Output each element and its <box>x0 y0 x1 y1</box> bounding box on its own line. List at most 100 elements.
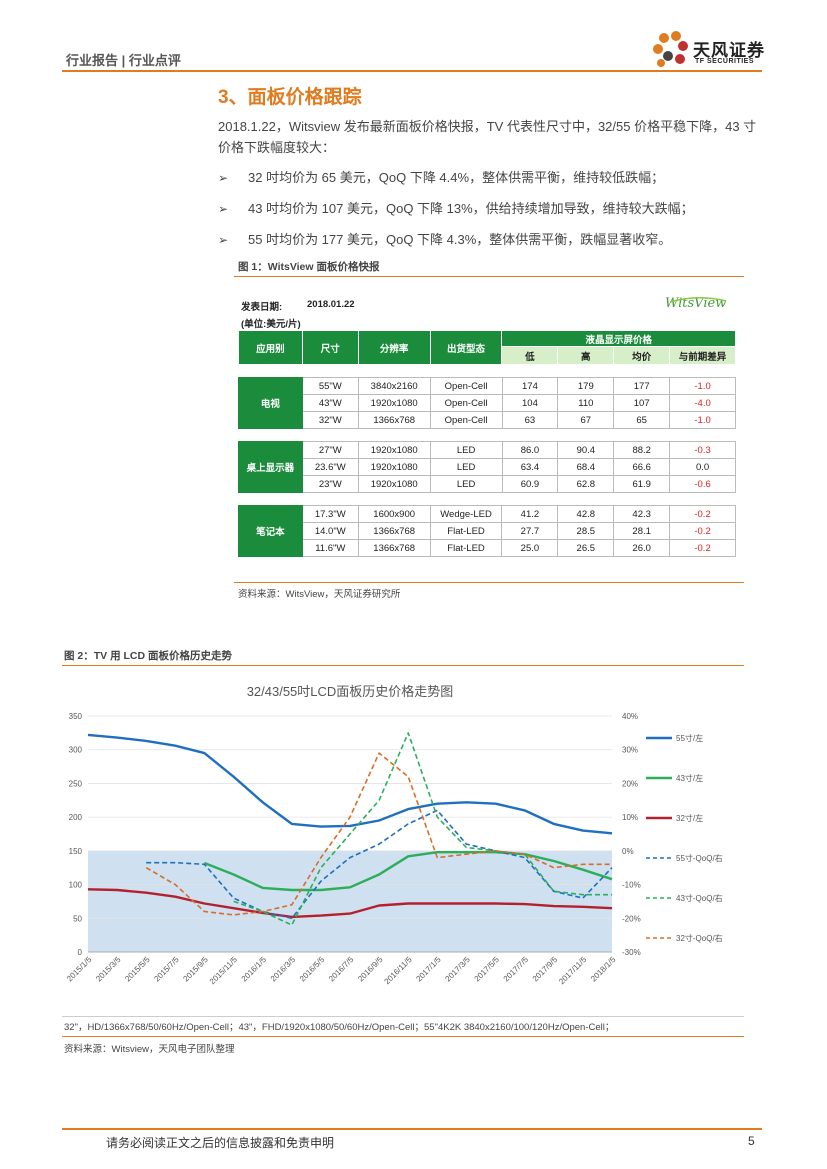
fig2-caption: 图 2：TV 用 LCD 面板价格历史走势 <box>64 650 233 662</box>
table-cell: Open-Cell <box>429 377 503 395</box>
series-line <box>145 752 612 916</box>
series-line <box>146 809 613 920</box>
x-tick-label: 2016/7/5 <box>327 955 356 984</box>
bullet-text: 32 吋均价为 65 美元，QoQ 下降 4.4%，整体供需平衡，维持较低跌幅； <box>248 170 665 185</box>
y-right-tick-label: 20% <box>622 779 638 788</box>
table-cell: 61.9 <box>613 475 671 493</box>
table-cell: 43"W <box>301 394 359 412</box>
table-cell: 88.2 <box>613 441 671 459</box>
y-right-tick-label: 10% <box>622 813 638 822</box>
legend-label: 32寸/左 <box>676 813 703 823</box>
th-low: 低 <box>501 346 559 365</box>
bullet-arrow-icon: ➢ <box>218 233 229 247</box>
table-cell: 1920x1080 <box>357 475 431 493</box>
y-left-tick-label: 50 <box>73 914 82 923</box>
table-cell: 23.6"W <box>301 458 359 476</box>
bullet-43: ➢ 43 吋均价为 107 美元，QoQ 下降 13%，供给持续增加导致，维持较大… <box>218 198 694 217</box>
fig1-date-value: 2018.01.22 <box>307 299 355 310</box>
price-history-chart: 32/43/55吋LCD面板历史价格走势图 0 50 100 150 200 250 300 3… <box>62 672 744 1012</box>
x-tick-label: 2016/1/5 <box>240 955 269 984</box>
table-group: 电视 55"W 3840x2160 Open-Cell 174 179 177 -1.0 43"… <box>238 377 736 429</box>
logo-text-cn: 天风证券 <box>693 41 765 60</box>
table-cell: 23"W <box>301 475 359 493</box>
logo <box>650 28 692 70</box>
series-line <box>87 733 613 835</box>
table-cell: 1366x768 <box>357 522 431 540</box>
th-price: 液晶显示屏价格 <box>501 329 736 348</box>
table-cell: -0.6 <box>669 475 736 493</box>
table-cell: 177 <box>613 377 671 395</box>
table-cell: 32"W <box>301 411 359 429</box>
series-line <box>87 888 613 919</box>
x-tick-label: 2017/9/5 <box>531 955 560 984</box>
table-cell: 65 <box>613 411 671 429</box>
th-app: 应用别 <box>238 330 303 365</box>
table-cell: LED <box>429 441 503 459</box>
table-group-label: 笔记本 <box>238 505 303 557</box>
y-left-tick-label: 250 <box>69 779 83 788</box>
th-ship: 出货型态 <box>429 330 503 365</box>
th-size: 尺寸 <box>301 330 359 365</box>
table-cell: 11.6"W <box>301 539 359 557</box>
table-cell: -4.0 <box>669 394 736 412</box>
legend-label: 55寸-QoQ/右 <box>676 853 723 863</box>
x-tick-label: 2016/11/5 <box>383 955 414 986</box>
y-right-tick-label: -30% <box>622 948 641 957</box>
fig1-bottom-line <box>234 582 744 583</box>
table-cell: 1600x900 <box>357 505 431 523</box>
y-right-tick-label: 40% <box>622 712 638 721</box>
table-cell: 27.7 <box>501 522 559 540</box>
table-cell: 107 <box>613 394 671 412</box>
x-tick-label: 2015/3/5 <box>94 955 123 984</box>
witsview-swoosh-icon <box>668 291 728 303</box>
table-row: 32"W 1366x768 Open-Cell 63 67 65 -1.0 <box>239 411 736 429</box>
table-cell: Open-Cell <box>429 411 503 429</box>
table-cell: Flat-LED <box>429 539 503 557</box>
y-right-tick-label: -10% <box>622 881 641 890</box>
table-row: 电视 55"W 3840x2160 Open-Cell 174 179 177 -1.0 <box>238 377 736 429</box>
legend-label: 43寸-QoQ/右 <box>676 893 723 903</box>
fig2-top-line <box>62 665 744 666</box>
table-group-spacer <box>238 493 736 505</box>
fig2-source: 资料来源：Witsview，天风电子团队整理 <box>64 1044 235 1055</box>
bullet-32: ➢ 32 吋均价为 65 美元，QoQ 下降 4.4%，整体供需平衡，维持较低跌幅… <box>218 167 664 186</box>
table-cell: 14.0"W <box>301 522 359 540</box>
bullet-text: 43 吋均价为 107 美元，QoQ 下降 13%，供给持续增加导致，维持较大跌… <box>248 201 694 216</box>
page-number: 5 <box>748 1134 755 1148</box>
legend-label: 43寸/左 <box>676 773 703 783</box>
table-cell: 25.0 <box>501 539 559 557</box>
logo-text-en: TF SECURITIES <box>695 58 755 65</box>
table-cell: 1366x768 <box>357 411 431 429</box>
table-cell: 1366x768 <box>357 539 431 557</box>
bullet-arrow-icon: ➢ <box>218 171 229 185</box>
table-cell: 104 <box>501 394 559 412</box>
table-cell: 17.3"W <box>301 505 359 523</box>
table-row: 笔记本 17.3"W 1600x900 Wedge-LED 41.2 42.8 42.3 -0… <box>238 505 736 557</box>
table-group: 笔记本 17.3"W 1600x900 Wedge-LED 41.2 42.8 42.3 -0… <box>238 505 736 557</box>
x-tick-label: 2017/3/5 <box>443 955 472 984</box>
table-group: 桌上显示器 27"W 1920x1080 LED 86.0 90.4 88.2 -0.3 23.… <box>238 441 736 493</box>
table-cell: -0.2 <box>669 522 736 540</box>
table-cell: -1.0 <box>669 411 736 429</box>
table-cell: 179 <box>557 377 615 395</box>
table-cell: 55"W <box>301 377 359 395</box>
x-tick-label: 2017/5/5 <box>473 955 502 984</box>
legend-label: 32寸-QoQ/右 <box>676 933 723 943</box>
table-cell: -0.2 <box>669 505 736 523</box>
table-cell: LED <box>429 475 503 493</box>
table-cell: 26.5 <box>557 539 615 557</box>
footer-divider <box>62 1128 762 1130</box>
fig1-unit: (单位:美元/片) <box>241 319 301 330</box>
table-group-label: 电视 <box>238 377 303 429</box>
header-divider <box>62 70 762 72</box>
table-group-spacer <box>238 429 736 441</box>
series-line <box>233 732 612 926</box>
table-cell: Flat-LED <box>429 522 503 540</box>
y-left-tick-label: 0 <box>78 948 83 957</box>
section-title: 3、面板价格跟踪 <box>218 87 362 108</box>
table-cell: 68.4 <box>557 458 615 476</box>
fig2-bottom-line <box>62 1036 744 1037</box>
table-cell: 1920x1080 <box>357 441 431 459</box>
fig1-caption: 图 1：WitsView 面板价格快报 <box>238 261 380 273</box>
fig1-source: 资料来源：WitsView，天风证券研究所 <box>238 589 401 600</box>
